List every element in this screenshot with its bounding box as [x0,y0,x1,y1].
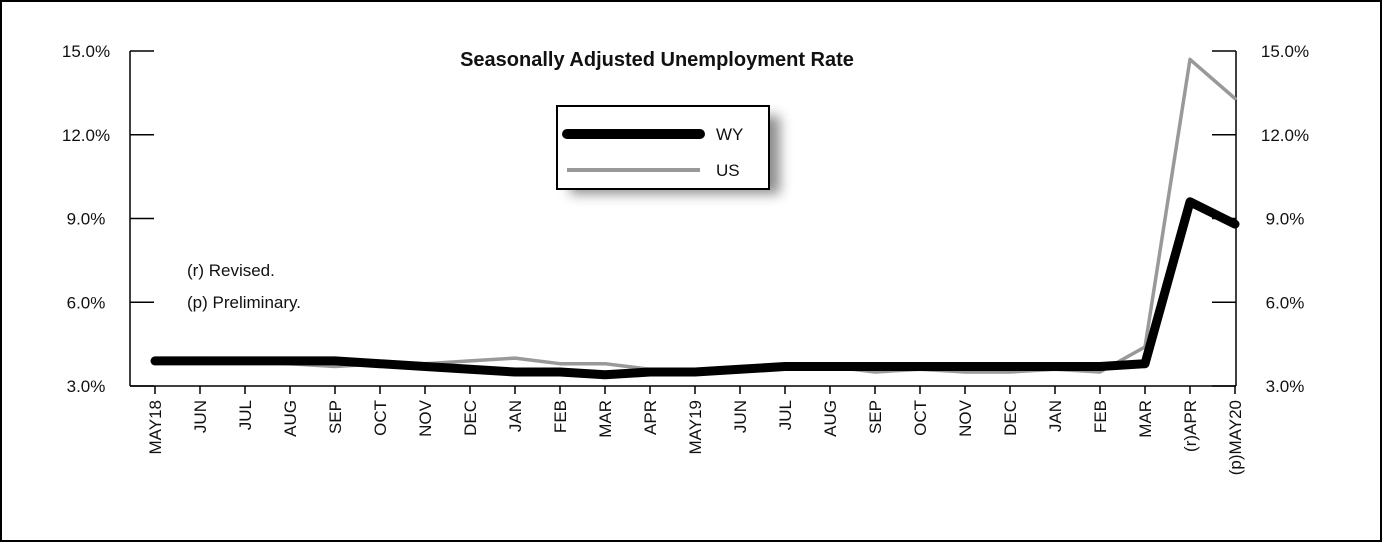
x-tick-label: MAR [596,400,615,438]
y-tick-label-right: 6.0% [1266,293,1305,312]
x-tick-label: APR [641,400,660,435]
y-tick-label-right: 3.0% [1266,377,1305,396]
x-tick-label: JUN [731,400,750,433]
y-tick-label-left: 12.0% [62,126,110,145]
x-tick-label: JAN [1046,400,1065,432]
series-line-wy [150,197,1240,380]
x-tick-label: AUG [281,400,300,437]
x-tick-label: DEC [461,400,480,436]
x-tick-label: DEC [1001,400,1020,436]
x-tick-label: NOV [416,399,435,437]
x-tick-label: AUG [821,400,840,437]
legend-label-wy: WY [716,125,743,144]
y-tick-label-left: 9.0% [67,210,106,229]
y-tick-label-right: 12.0% [1261,126,1309,145]
x-tick-label: FEB [551,400,570,433]
x-tick-label: (p)MAY20 [1226,400,1245,475]
x-tick-label: SEP [866,400,885,434]
x-tick-label: JUN [191,400,210,433]
legend-label-us: US [716,161,740,180]
y-axis-left: 3.0% 6.0% 9.0% 12.0% 15.0% [62,42,110,396]
y-tick-label-right: 9.0% [1266,210,1305,229]
y-tick-label-left: 15.0% [62,42,110,61]
x-tick-label: MAY19 [686,400,705,455]
x-tick-label: OCT [911,400,930,436]
y-tick-label-left: 3.0% [67,377,106,396]
chart-title: Seasonally Adjusted Unemployment Rate [460,49,854,71]
x-tick-label: MAR [1136,400,1155,438]
x-tick-label: FEB [1091,400,1110,433]
note-revised: (r) Revised. [187,261,275,280]
series-lines [150,57,1240,380]
x-tick-label: SEP [326,400,345,434]
legend: WY US [556,105,780,194]
x-tick-label: OCT [371,400,390,436]
x-tick-label: (r)APR [1181,400,1200,452]
x-tick-label: JAN [506,400,525,432]
y-axis-right: 3.0% 6.0% 9.0% 12.0% 15.0% [1261,42,1309,396]
x-tick-label: NOV [956,399,975,437]
note-preliminary: (p) Preliminary. [187,293,301,312]
y-tick-label-left: 6.0% [67,293,106,312]
legend-box [556,105,770,190]
x-tick-label: JUL [236,400,255,430]
x-axis: MAY18 JUN JUL AUG SEP OCT NOV DEC JAN FEB MAR APR MA… [146,399,1245,475]
x-tick-label: MAY18 [146,400,165,455]
y-tick-label-right: 15.0% [1261,42,1309,61]
x-tick-label: JUL [776,400,795,430]
